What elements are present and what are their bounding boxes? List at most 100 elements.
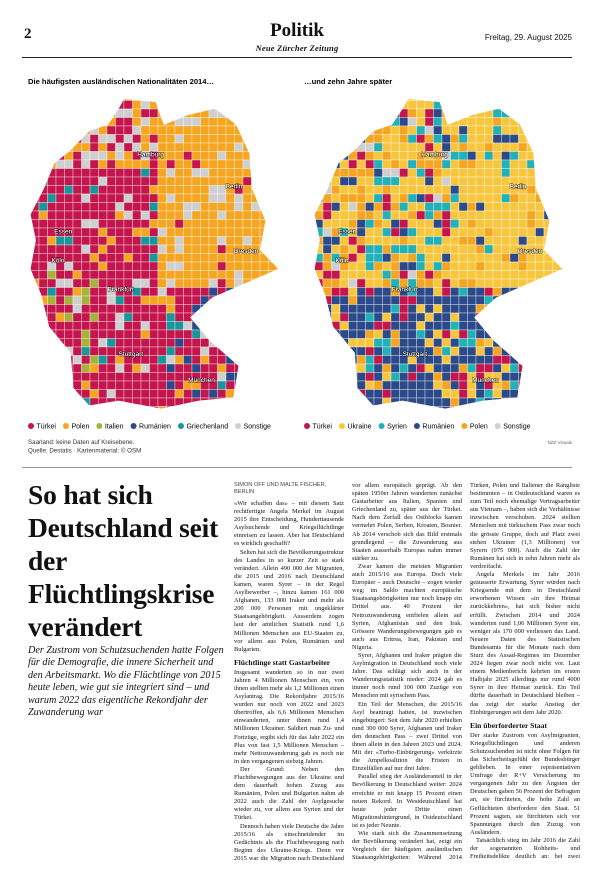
map-region — [339, 346, 349, 356]
map-region — [331, 244, 341, 254]
map-region — [484, 355, 494, 365]
map-region — [475, 253, 485, 263]
map-region — [450, 338, 460, 348]
map-region — [174, 168, 184, 178]
map-region — [450, 346, 460, 356]
map-region — [475, 355, 485, 365]
map-region — [365, 159, 375, 169]
map-region — [467, 329, 477, 339]
map-region — [570, 279, 579, 288]
map-region — [242, 312, 252, 322]
map-region — [416, 100, 426, 110]
map-region — [89, 321, 99, 331]
map-region — [501, 159, 511, 169]
map-region — [183, 244, 193, 254]
map-region — [484, 389, 494, 399]
map-region — [286, 390, 295, 399]
map-region — [259, 117, 269, 127]
map-region — [399, 244, 409, 254]
map-region — [339, 312, 349, 322]
map-region — [543, 185, 553, 195]
map-region — [106, 202, 116, 212]
city-label: Essen — [338, 229, 356, 236]
map-region — [314, 304, 315, 314]
map-region — [208, 244, 218, 254]
map-region — [132, 372, 142, 382]
map-region — [467, 100, 477, 110]
map-region — [373, 176, 383, 186]
map-region — [543, 168, 553, 178]
map-region — [191, 338, 201, 348]
map-region — [560, 168, 564, 178]
map-region — [72, 338, 82, 348]
map-region — [200, 406, 210, 410]
map-region — [166, 100, 176, 110]
map-region — [450, 372, 460, 382]
map-region — [314, 108, 315, 118]
map-region — [64, 253, 74, 263]
map-region — [356, 278, 366, 288]
map-region — [149, 134, 159, 144]
map-region — [339, 321, 349, 331]
map-region — [314, 295, 315, 305]
map-region — [475, 134, 485, 144]
map-region — [390, 142, 400, 152]
map-region — [123, 176, 133, 186]
map-region — [467, 193, 477, 203]
map-region — [183, 355, 193, 365]
map-region — [322, 125, 332, 135]
map-region — [268, 142, 278, 152]
map-region — [55, 363, 65, 373]
map-region — [55, 312, 65, 322]
map-region — [106, 193, 116, 203]
map-region — [526, 219, 536, 229]
map-region — [501, 329, 511, 339]
map-region — [208, 125, 218, 135]
map-region — [552, 108, 562, 118]
map-region — [268, 125, 278, 135]
map-region — [433, 287, 443, 297]
map-region — [475, 389, 485, 399]
paragraph: Wie stark sich die Zusammensetzung der B… — [352, 482, 580, 862]
map-region — [458, 261, 468, 271]
map-region — [47, 134, 57, 144]
map-region — [518, 202, 528, 212]
map-region — [501, 168, 511, 178]
map-region — [314, 168, 315, 178]
map-region — [570, 135, 579, 144]
map-region — [225, 389, 235, 399]
map-region — [81, 372, 91, 382]
map-region — [509, 193, 519, 203]
map-region — [356, 210, 366, 220]
map-region — [560, 100, 564, 110]
map-region — [217, 261, 227, 271]
map-region — [450, 125, 460, 135]
map-region — [149, 321, 159, 331]
map-region — [407, 227, 417, 237]
map-region — [157, 202, 167, 212]
map-region — [234, 389, 244, 399]
map-region — [191, 363, 201, 373]
map-region — [89, 98, 99, 101]
map-region — [373, 98, 383, 101]
map-region — [356, 346, 366, 356]
map-region — [157, 193, 167, 203]
map-region — [132, 363, 142, 373]
map-region — [106, 253, 116, 263]
map-region — [140, 304, 150, 314]
map-region — [89, 363, 99, 373]
map-region — [322, 278, 332, 288]
map-region — [390, 355, 400, 365]
map-region — [268, 380, 278, 390]
map-region — [64, 134, 74, 144]
map-region — [518, 329, 528, 339]
map-region — [191, 193, 201, 203]
map-region — [98, 100, 108, 110]
map-region — [30, 151, 31, 161]
map-region — [98, 168, 108, 178]
map-region — [535, 363, 545, 373]
map-note: Quelle: Destatis · Kartenmaterial: © OSM — [28, 448, 141, 455]
map-region — [81, 406, 91, 410]
map-region — [225, 236, 235, 246]
map-region — [331, 185, 341, 195]
